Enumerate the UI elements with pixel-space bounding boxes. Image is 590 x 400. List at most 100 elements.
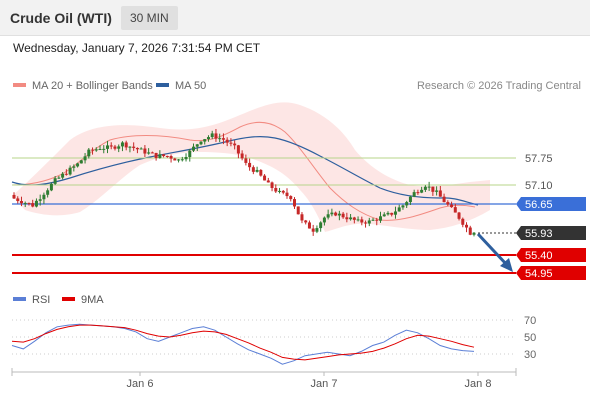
ma20-line	[11, 121, 476, 221]
candle-body	[128, 146, 132, 148]
candle-body	[105, 145, 109, 149]
candle-body	[319, 222, 323, 229]
candle-body	[27, 202, 31, 204]
candle-body	[263, 175, 267, 181]
tag-55-40-text: 55.40	[525, 250, 553, 262]
legend-rsi-ma9: 9MA	[62, 294, 104, 306]
candle-body	[375, 219, 379, 221]
candle-body	[23, 202, 27, 204]
candle-body	[408, 196, 412, 203]
candle-body	[42, 194, 46, 200]
rsi-ma9-line	[11, 324, 475, 361]
candle-body	[34, 200, 38, 207]
candle-body	[233, 143, 237, 146]
candle-body	[147, 152, 151, 154]
candle-body	[206, 137, 210, 140]
candle-body	[240, 153, 244, 159]
candle-body	[382, 214, 386, 217]
tag-54-95-text: 54.95	[525, 268, 553, 280]
candle-body	[162, 154, 166, 156]
candle-body	[255, 169, 259, 172]
candle-body	[281, 190, 285, 193]
legend-ma20: MA 20 + Bollinger Bands	[13, 80, 153, 92]
ma20-label: MA 20 + Bollinger Bands	[32, 80, 153, 92]
ma50-line	[11, 136, 479, 206]
candle-body	[83, 156, 87, 161]
research-credit: Research © 2026 Trading Central	[416, 80, 581, 92]
candle-body	[360, 219, 364, 223]
candle-body	[401, 205, 405, 208]
candle-body	[251, 167, 255, 172]
candle-body	[61, 173, 65, 178]
candle-body	[98, 149, 102, 151]
candle-body	[352, 217, 356, 220]
candle-body	[270, 182, 274, 188]
candle-body	[435, 190, 439, 192]
candle-body	[38, 199, 42, 201]
candle-body	[371, 219, 375, 221]
candle-body	[450, 204, 454, 208]
candle-body	[292, 199, 296, 207]
tag-57-75: 57.75	[525, 153, 553, 165]
candle-body	[423, 186, 427, 190]
candle-body	[188, 150, 192, 158]
candle-body	[266, 180, 270, 183]
candle-body	[356, 219, 360, 221]
candle-body	[405, 202, 409, 206]
rsi-line	[11, 323, 475, 365]
candle-body	[390, 212, 394, 215]
bollinger-band	[12, 102, 490, 232]
candle-body	[274, 187, 278, 192]
candle-body	[438, 190, 442, 197]
candle-body	[49, 183, 53, 191]
candle-body	[393, 211, 397, 215]
candle-body	[64, 173, 68, 175]
candle-body	[307, 222, 311, 229]
ma50-label: MA 50	[175, 80, 207, 92]
candle-body	[12, 194, 16, 199]
timeframe-button[interactable]: 30 MIN	[121, 6, 178, 30]
tag-54-95: 54.95	[516, 266, 586, 280]
candle-body	[465, 224, 469, 228]
candle-body	[184, 157, 188, 160]
candle-body	[203, 139, 207, 142]
candle-body	[472, 232, 476, 235]
candle-body	[192, 146, 196, 151]
candle-body	[285, 192, 289, 197]
candle-body	[132, 146, 136, 148]
candle-body	[457, 212, 461, 219]
candle-body	[341, 213, 345, 218]
x-axis: Jan 6 Jan 7 Jan 8	[11, 368, 517, 390]
chart-header: Crude Oil (WTI) 30 MIN	[0, 0, 590, 36]
candle-body	[109, 145, 113, 147]
candle-body	[412, 192, 416, 197]
candle-body	[236, 145, 240, 154]
candle-body	[379, 216, 383, 221]
candle-body	[120, 142, 124, 147]
candle-body	[150, 152, 154, 154]
rsi-tick-30: 30	[524, 349, 536, 361]
candle-body	[468, 227, 472, 235]
candle-body	[113, 146, 117, 149]
candle-body	[442, 196, 446, 203]
legend-rsi: RSI	[13, 294, 50, 306]
forecast-arrow	[476, 232, 513, 272]
candle-body	[420, 189, 424, 193]
tag-55-93-text: 55.93	[525, 228, 553, 240]
candle-body	[296, 206, 300, 215]
candle-body	[304, 220, 308, 223]
candle-body	[173, 158, 177, 161]
candle-body	[431, 186, 435, 192]
candle-body	[143, 148, 147, 154]
candle-body	[76, 163, 80, 167]
x-label-jan6: Jan 6	[127, 378, 154, 390]
candle-body	[87, 149, 91, 157]
tag-57-10: 57.10	[525, 180, 553, 192]
candle-body	[68, 167, 72, 175]
tag-57-75-text: 57.75	[525, 153, 553, 165]
candle-body	[124, 142, 128, 148]
candle-body	[386, 212, 390, 215]
candle-body	[334, 212, 338, 216]
candle-body	[229, 142, 233, 144]
candle-body	[337, 213, 341, 216]
